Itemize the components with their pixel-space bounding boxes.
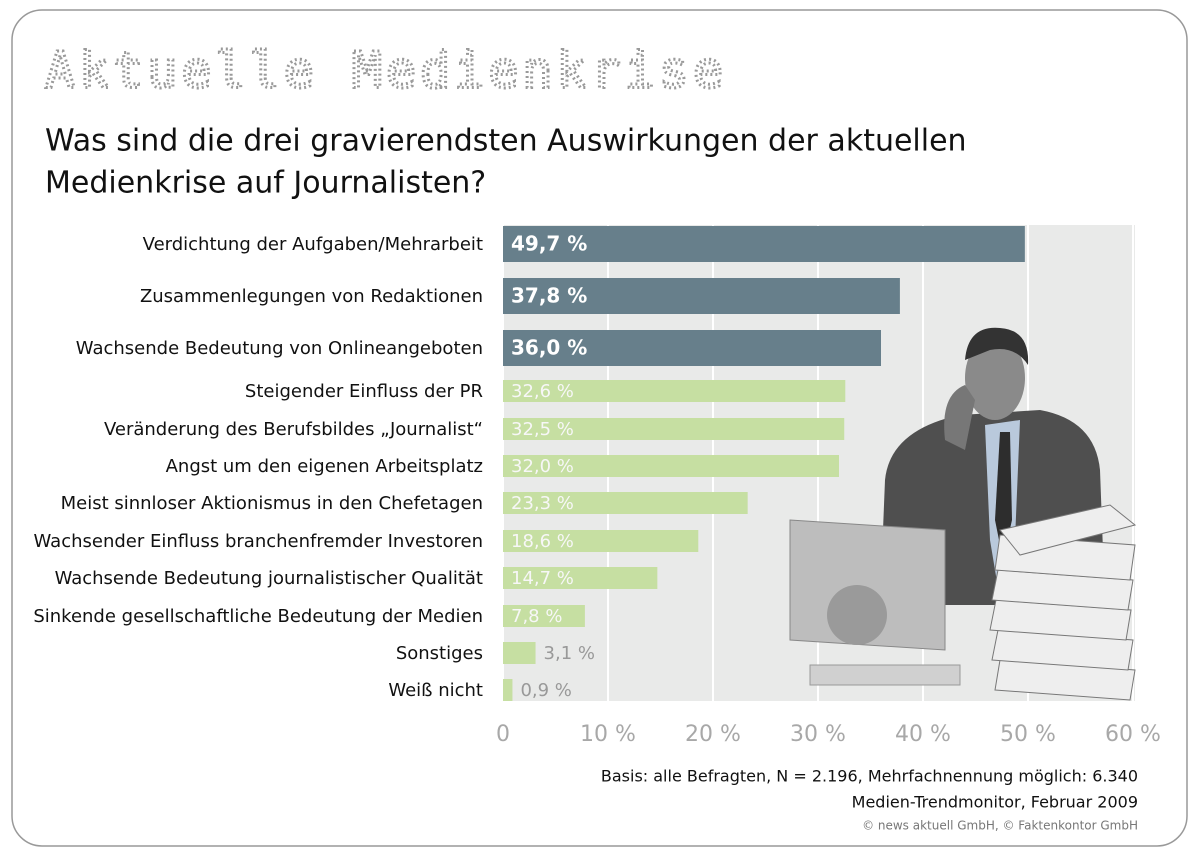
value-label: 37,8 % (511, 284, 587, 308)
footnote: © news aktuell GmbH, © Faktenkontor GmbH (862, 819, 1138, 833)
bar (503, 380, 846, 402)
monitor-stand (827, 585, 887, 645)
category-label: Zusammenlegungen von Redaktionen (140, 286, 483, 307)
bar (503, 226, 1025, 262)
x-tick-label: 20 % (685, 722, 741, 747)
bar (503, 642, 536, 664)
x-tick-label: 40 % (895, 722, 951, 747)
value-label: 36,0 % (511, 336, 587, 360)
subtitle: Was sind die drei gravierendsten Auswirk… (45, 124, 967, 159)
bar (503, 278, 900, 314)
footnote: Medien-Trendmonitor, Februar 2009 (852, 793, 1138, 812)
value-label: 32,0 % (511, 456, 574, 477)
category-label: Wachsende Bedeutung journalistischer Qua… (55, 568, 483, 589)
value-label: 32,6 % (511, 381, 574, 402)
category-label: Wachsende Bedeutung von Onlineangeboten (76, 338, 483, 359)
category-label: Steigender Einfluss der PR (245, 381, 483, 402)
bar (503, 605, 585, 627)
illustration (789, 327, 1137, 701)
head (965, 336, 1025, 420)
category-label: Weiß nicht (388, 680, 483, 701)
monitor-foot (809, 664, 961, 686)
category-label: Sinkende gesellschaftliche Bedeutung der… (33, 606, 483, 627)
bar (503, 492, 748, 514)
hair (965, 327, 1029, 365)
hand (944, 385, 975, 450)
bar (503, 418, 845, 440)
value-label: 7,8 % (511, 606, 562, 627)
chart-title: Aktuelle Medienkrise (45, 42, 727, 100)
value-label: 32,5 % (511, 419, 574, 440)
footnote: Basis: alle Befragten, N = 2.196, Mehrfa… (601, 767, 1138, 786)
bar (503, 530, 699, 552)
bar (503, 679, 513, 701)
bar (503, 567, 658, 589)
bar (503, 330, 881, 366)
value-label: 0,9 % (520, 680, 571, 701)
value-label: 49,7 % (511, 232, 587, 256)
x-tick-label: 10 % (580, 722, 636, 747)
x-tick-label: 60 % (1105, 722, 1161, 747)
bar (503, 455, 839, 477)
value-label: 14,7 % (511, 568, 574, 589)
subtitle: Medienkrise auf Journalisten? (45, 166, 486, 201)
x-tick-label: 50 % (1000, 722, 1056, 747)
bars: 49,7 % 37,8 % 36,0 % 32,6 % 32,5 % 32,0 % 23,3… (503, 226, 1025, 701)
newspapers (989, 504, 1137, 701)
category-label: Meist sinnloser Aktionismus in den Chefe… (61, 493, 483, 514)
category-label: Verdichtung der Aufgaben/Mehrarbeit (143, 234, 483, 255)
category-label: Wachsender Einfluss branchenfremder Inve… (34, 531, 483, 552)
category-label: Sonstiges (396, 643, 483, 664)
value-label: 18,6 % (511, 531, 574, 552)
value-label: 3,1 % (544, 643, 595, 664)
category-label: Angst um den eigenen Arbeitsplatz (166, 456, 483, 477)
category-label: Veränderung des Berufsbildes „Journalist… (104, 419, 483, 440)
x-tick-label: 30 % (790, 722, 846, 747)
value-label: 23,3 % (511, 493, 574, 514)
x-tick-label: 0 (496, 722, 510, 747)
